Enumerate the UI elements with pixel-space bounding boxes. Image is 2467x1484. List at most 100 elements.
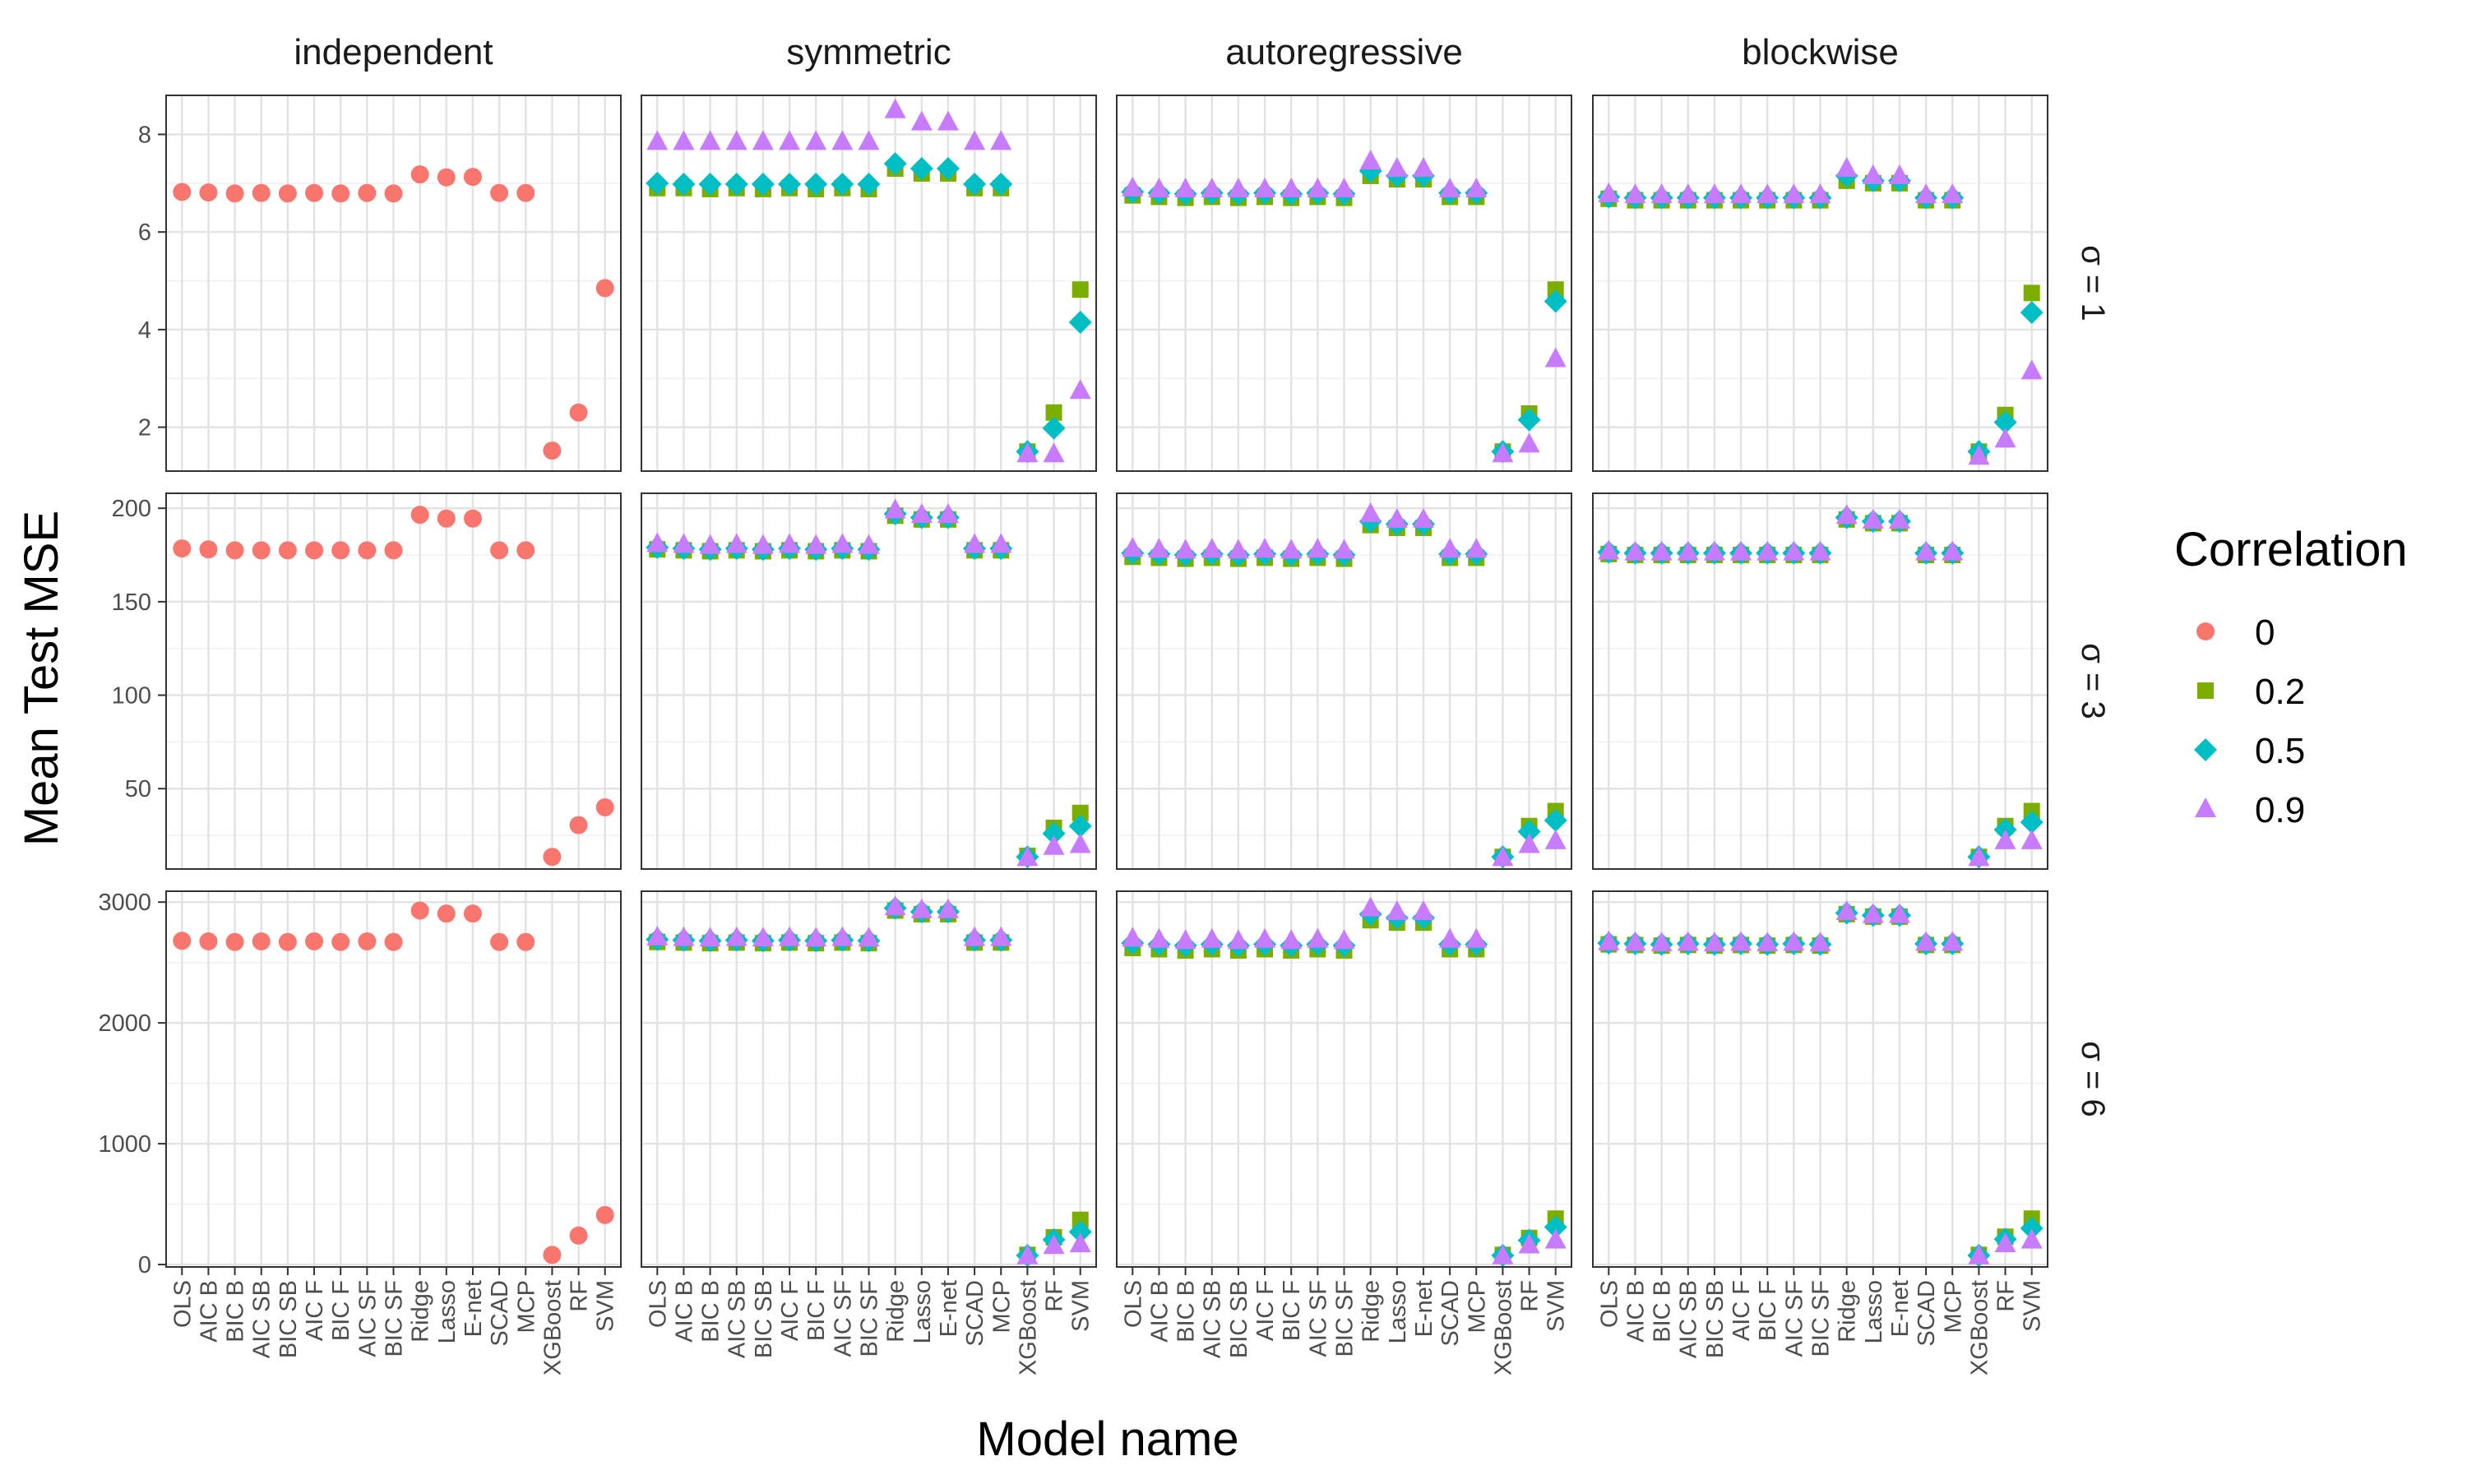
- data-point: [1359, 502, 1382, 523]
- data-point: [1624, 931, 1646, 951]
- data-point: [1809, 540, 1831, 561]
- x-tick-label: AIC F: [302, 1280, 328, 1341]
- panel-border: [1116, 492, 1572, 870]
- x-tick-label: AIC SF: [1305, 1280, 1331, 1357]
- data-point: [490, 183, 509, 202]
- data-point: [1307, 177, 1329, 197]
- data-point: [831, 130, 854, 150]
- x-tick-label: Lasso: [434, 1280, 461, 1343]
- x-tick-label: MCP: [1940, 1280, 1966, 1333]
- data-point: [1994, 428, 2016, 448]
- data-point: [725, 533, 748, 553]
- data-point: [1042, 416, 1066, 440]
- data-point: [1783, 540, 1805, 561]
- x-tick-label: AIC F: [1252, 1280, 1279, 1341]
- data-point: [1544, 829, 1567, 849]
- x-tick-label: BIC SF: [1332, 1280, 1358, 1357]
- data-point: [1730, 931, 1752, 951]
- legend-title: Correlation: [2174, 523, 2408, 576]
- x-tick-label: BIC SB: [275, 1280, 302, 1358]
- data-point: [964, 130, 986, 150]
- data-point: [1544, 1228, 1567, 1249]
- data-point: [252, 541, 271, 560]
- y-tick-label: 200: [112, 496, 151, 522]
- data-point: [1703, 183, 1725, 204]
- x-tick-label: Ridge: [883, 1280, 910, 1343]
- data-point: [858, 927, 880, 947]
- x-tick-label: SVM: [1544, 1280, 1570, 1332]
- x-tick-label: BIC B: [223, 1280, 249, 1343]
- data-point: [1492, 1244, 1514, 1264]
- data-point: [779, 926, 801, 946]
- data-point: [543, 1246, 562, 1264]
- data-point: [990, 533, 1012, 553]
- data-point: [516, 932, 535, 951]
- data-point: [1677, 183, 1699, 204]
- data-point: [1547, 281, 1564, 298]
- data-point: [910, 503, 933, 524]
- data-point: [778, 173, 802, 196]
- x-tick-label: AIC F: [1729, 1280, 1755, 1341]
- data-point: [1069, 379, 1091, 400]
- x-tick-label: BIC B: [1650, 1280, 1676, 1343]
- data-point: [1280, 177, 1303, 197]
- data-point: [252, 183, 271, 202]
- facet-panel: [165, 890, 622, 1268]
- data-point: [1254, 538, 1276, 558]
- x-tick-label: AIC B: [1622, 1280, 1649, 1343]
- data-point: [1439, 927, 1461, 948]
- data-point: [1518, 833, 1540, 853]
- data-point: [699, 927, 721, 947]
- data-point: [1994, 829, 2016, 849]
- data-point: [384, 541, 403, 560]
- data-point: [1122, 537, 1144, 557]
- data-point: [805, 927, 827, 947]
- data-point: [173, 932, 192, 950]
- data-point: [1072, 281, 1089, 298]
- data-point: [569, 1226, 588, 1245]
- data-point: [1148, 177, 1170, 197]
- data-point: [673, 926, 695, 946]
- data-point: [990, 130, 1012, 150]
- data-point: [1677, 540, 1699, 561]
- data-point: [1465, 927, 1488, 948]
- x-tick-label: AIC SB: [249, 1280, 275, 1358]
- row-strip-label: σ = 3: [2075, 643, 2111, 719]
- x-tick-label: SCAD: [962, 1280, 988, 1347]
- y-tick-label: 3000: [98, 890, 151, 916]
- x-tick-label: SVM: [593, 1280, 619, 1332]
- data-point: [1439, 177, 1461, 197]
- data-point: [278, 184, 297, 203]
- data-point: [1677, 931, 1699, 951]
- column-strip-label: autoregressive: [1225, 32, 1463, 72]
- data-point: [1730, 183, 1752, 204]
- data-point: [1072, 804, 1089, 821]
- x-tick-label: XGBoost: [1490, 1280, 1516, 1375]
- data-point: [463, 168, 482, 187]
- data-point: [964, 533, 986, 553]
- data-point: [173, 183, 192, 201]
- data-point: [569, 403, 588, 422]
- data-point: [937, 110, 959, 131]
- data-point: [646, 532, 669, 552]
- data-point: [884, 895, 906, 916]
- data-point: [805, 130, 827, 150]
- data-point: [1174, 177, 1196, 197]
- data-point: [2023, 284, 2040, 302]
- data-point: [1386, 507, 1408, 528]
- data-point: [964, 926, 986, 946]
- data-point: [910, 898, 933, 918]
- x-tick-label: XGBoost: [539, 1280, 566, 1375]
- x-tick-label: AIC B: [196, 1280, 222, 1343]
- x-tick-label: XGBoost: [1015, 1280, 1041, 1375]
- x-tick-label: AIC SF: [830, 1280, 856, 1357]
- data-point: [804, 173, 828, 196]
- data-point: [331, 932, 350, 951]
- data-point: [199, 540, 218, 559]
- data-point: [225, 932, 244, 951]
- data-point: [543, 442, 562, 460]
- legend-label: 0.2: [2255, 672, 2305, 712]
- x-tick-label: Lasso: [1385, 1280, 1411, 1343]
- data-point: [1915, 931, 1937, 951]
